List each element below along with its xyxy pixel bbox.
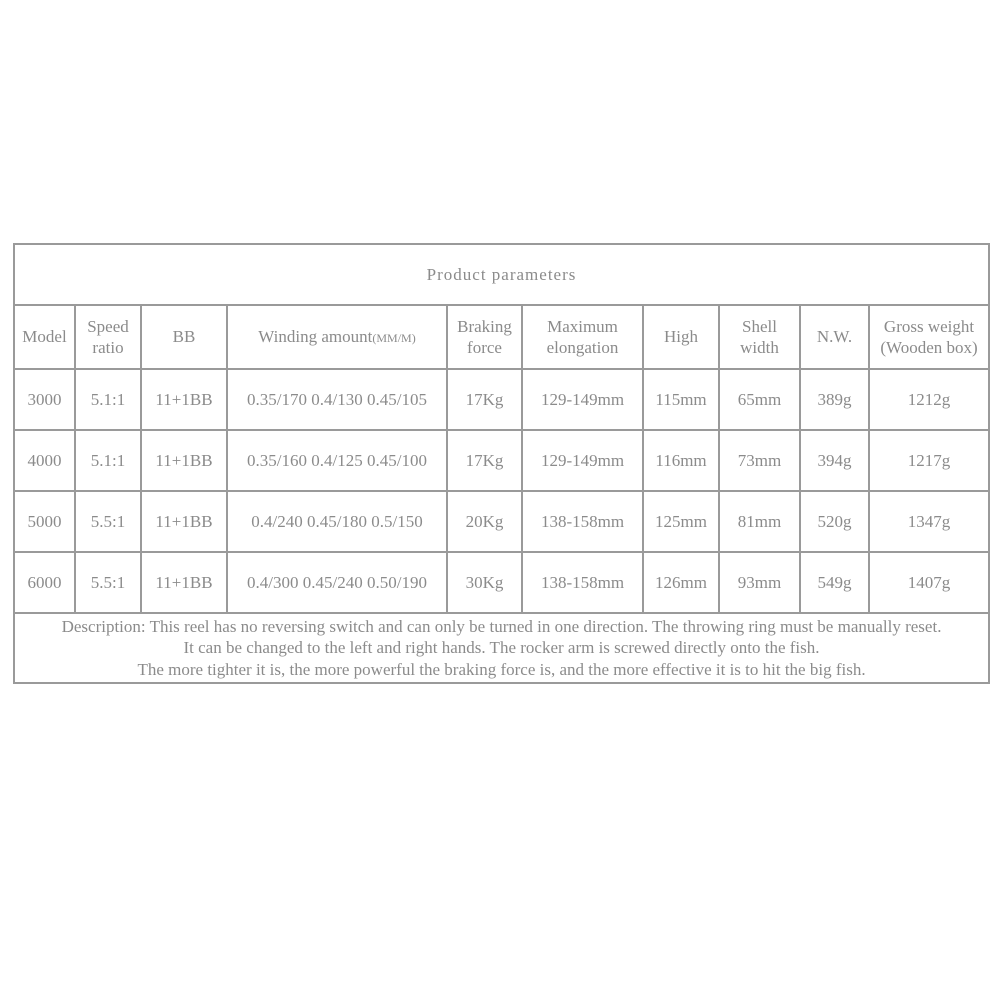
description-line-0: Description: This reel has no reversing …: [61, 617, 942, 636]
data-cell: 65mm: [718, 368, 801, 431]
data-cell: 5000: [13, 490, 76, 553]
header-cell-3: Winding amount(MM/M): [226, 304, 448, 370]
data-cell: 1347g: [867, 490, 991, 553]
header-row: Model Speed ratio BB Winding amount(MM/M) Br…: [13, 304, 991, 370]
header-cell-5: Maximum elongation: [521, 304, 644, 370]
header-cell-7: Shell width: [718, 304, 801, 370]
data-cell: 394g: [799, 429, 870, 492]
data-cell: 11+1BB: [140, 490, 228, 553]
header-cell-6: High: [642, 304, 720, 370]
description-cell: Description: This reel has no reversing …: [12, 612, 991, 684]
title-row: Product parameters: [12, 243, 991, 306]
header-cell-2: BB: [140, 304, 228, 370]
data-cell: 126mm: [642, 551, 720, 614]
data-row-1: 4000 5.1:1 11+1BB 0.35/160 0.4/125 0.45/100…: [13, 429, 991, 492]
data-cell: 5.1:1: [74, 429, 142, 492]
data-row-3: 6000 5.5:1 11+1BB 0.4/300 0.45/240 0.50/190…: [13, 551, 991, 614]
product-parameters-table: Product parameters Model Speed ratio BB Win…: [12, 243, 991, 684]
header-cell-9: Gross weight (Wooden box): [867, 304, 991, 370]
data-cell: 11+1BB: [140, 551, 228, 614]
data-cell: 11+1BB: [140, 368, 228, 431]
data-cell: 129-149mm: [521, 429, 644, 492]
header-cell-subunit: (MM/M): [372, 331, 416, 346]
data-cell: 1217g: [867, 429, 991, 492]
description-line-2: The more tighter it is, the more powerfu…: [137, 659, 866, 679]
data-cell: 17Kg: [446, 429, 523, 492]
data-cell: 0.35/170 0.4/130 0.45/105: [226, 368, 448, 431]
data-cell: 5.5:1: [74, 490, 142, 553]
data-cell: 520g: [799, 490, 870, 553]
data-cell: 129-149mm: [521, 368, 644, 431]
header-cell-0: Model: [13, 304, 76, 370]
data-row-2: 5000 5.5:1 11+1BB 0.4/240 0.45/180 0.5/150 2…: [13, 490, 991, 553]
data-cell: 549g: [799, 551, 870, 614]
data-row-0: 3000 5.1:1 11+1BB 0.35/170 0.4/130 0.45/105…: [13, 368, 991, 431]
data-cell: 81mm: [718, 490, 801, 553]
header-cell-1: Speed ratio: [74, 304, 142, 370]
data-cell: 0.4/300 0.45/240 0.50/190: [226, 551, 448, 614]
data-cell: 389g: [799, 368, 870, 431]
data-cell: 1407g: [867, 551, 991, 614]
data-cell: 125mm: [642, 490, 720, 553]
product-parameters-panel: Product parameters Model Speed ratio BB Win…: [12, 243, 991, 684]
data-cell: 93mm: [718, 551, 801, 614]
data-cell: 0.35/160 0.4/125 0.45/100: [226, 429, 448, 492]
data-cell: 30Kg: [446, 551, 523, 614]
data-cell: 1212g: [867, 368, 991, 431]
description-line-1: It can be changed to the left and right …: [183, 638, 820, 658]
data-cell: 115mm: [642, 368, 720, 431]
data-cell: 20Kg: [446, 490, 523, 553]
data-cell: 138-158mm: [521, 551, 644, 614]
data-cell: 73mm: [718, 429, 801, 492]
data-cell: 3000: [13, 368, 76, 431]
header-cell-4: Braking force: [446, 304, 523, 370]
data-cell: 0.4/240 0.45/180 0.5/150: [226, 490, 448, 553]
data-cell: 5.1:1: [74, 368, 142, 431]
data-cell: 4000: [13, 429, 76, 492]
data-cell: 11+1BB: [140, 429, 228, 492]
data-cell: 116mm: [642, 429, 720, 492]
table-title: Product parameters: [12, 243, 991, 306]
data-cell: 5.5:1: [74, 551, 142, 614]
data-cell: 6000: [13, 551, 76, 614]
header-cell-8: N.W.: [799, 304, 870, 370]
description-row: Description: This reel has no reversing …: [12, 612, 991, 684]
data-cell: 17Kg: [446, 368, 523, 431]
data-cell: 138-158mm: [521, 490, 644, 553]
